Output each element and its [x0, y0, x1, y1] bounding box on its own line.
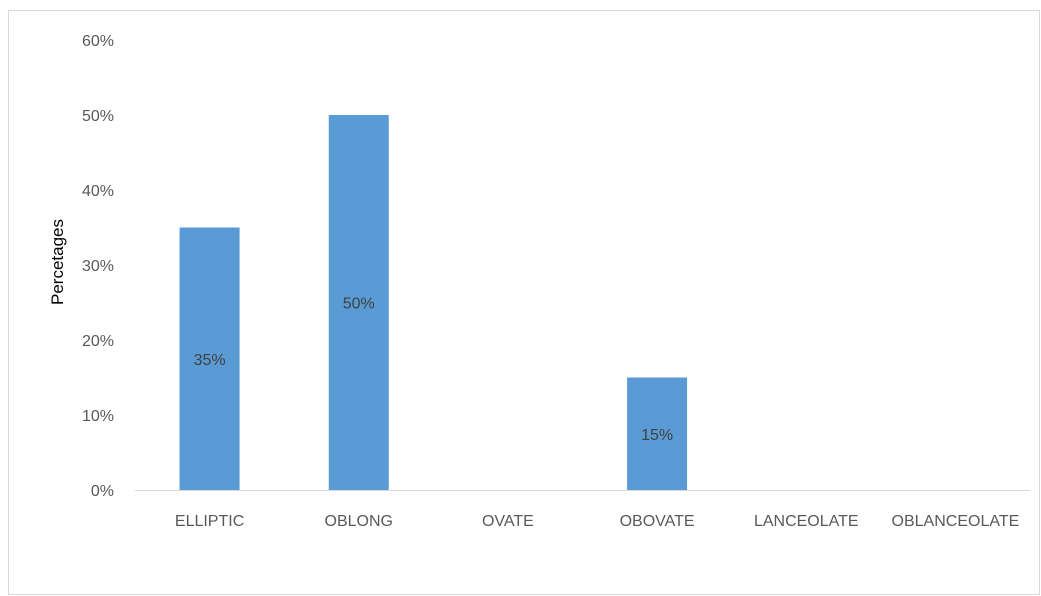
x-tick-label: OVATE — [482, 513, 534, 530]
data-label: 50% — [343, 296, 375, 313]
x-tick-label: OBOVATE — [620, 513, 695, 530]
x-tick-label: OBLONG — [325, 513, 393, 530]
data-label: 15% — [641, 427, 673, 444]
bar-series — [179, 115, 688, 490]
bar — [627, 377, 688, 490]
x-tick-label: OBLANCEOLATE — [892, 513, 1020, 530]
x-axis-categories: ELLIPTIC OBLONG OVATE OBOVATE LANCEOLATE OBLA… — [175, 513, 1019, 530]
y-tick-label: 0% — [91, 483, 114, 500]
y-tick-label: 50% — [82, 108, 114, 125]
y-tick-label: 20% — [82, 333, 114, 350]
y-tick-label: 10% — [82, 408, 114, 425]
y-axis-title: Percetages — [48, 219, 67, 305]
bar — [179, 227, 240, 490]
y-tick-label: 30% — [82, 258, 114, 275]
x-tick-label: LANCEOLATE — [754, 513, 859, 530]
y-tick-label: 60% — [82, 33, 114, 50]
bar — [328, 115, 389, 490]
x-tick-label: ELLIPTIC — [175, 513, 244, 530]
y-axis-ticks: 0% 10% 20% 30% 40% 50% 60% — [82, 33, 114, 500]
data-labels: 35% 50% 15% — [194, 296, 674, 444]
data-label: 35% — [194, 352, 226, 369]
y-tick-label: 40% — [82, 183, 114, 200]
